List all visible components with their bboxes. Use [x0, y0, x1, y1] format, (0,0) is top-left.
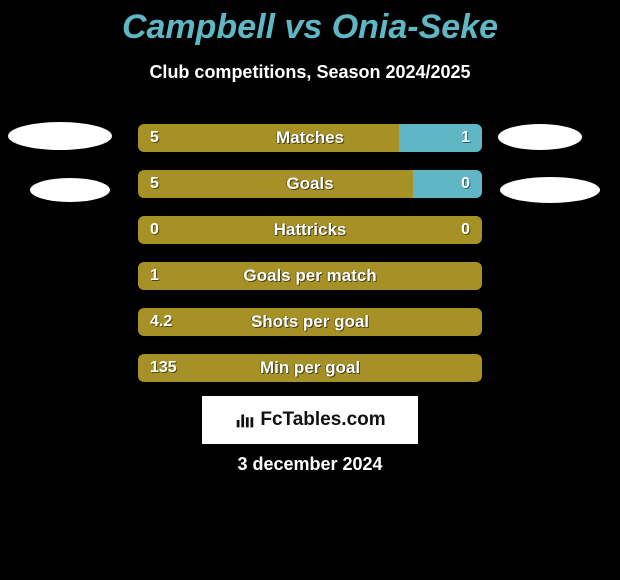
stat-bar: [138, 216, 482, 244]
brand-logo-text: FcTables.com: [260, 409, 385, 431]
stat-bar: [138, 354, 482, 382]
stat-bar-right-segment: [399, 124, 482, 152]
stat-bar: [138, 262, 482, 290]
stat-bar-left-segment: [138, 354, 482, 382]
stat-bar-left-segment: [138, 216, 482, 244]
decorative-ellipse: [500, 177, 600, 203]
stat-bar: [138, 124, 482, 152]
stat-bar: [138, 308, 482, 336]
stat-bar-left-segment: [138, 308, 482, 336]
stat-bar-left-segment: [138, 124, 399, 152]
decorative-ellipse: [8, 122, 112, 150]
subtitle: Club competitions, Season 2024/2025: [0, 62, 620, 83]
decorative-ellipse: [30, 178, 110, 202]
page-title: Campbell vs Onia-Seke: [0, 8, 620, 47]
stat-bar-left-segment: [138, 170, 413, 198]
brand-logo: FcTables.com: [202, 396, 418, 444]
decorative-ellipse: [498, 124, 582, 150]
stat-bar-right-segment: [413, 170, 482, 198]
chart-bars-icon: [234, 409, 256, 431]
stat-bar-left-segment: [138, 262, 482, 290]
stat-bar: [138, 170, 482, 198]
date-text: 3 december 2024: [0, 454, 620, 475]
